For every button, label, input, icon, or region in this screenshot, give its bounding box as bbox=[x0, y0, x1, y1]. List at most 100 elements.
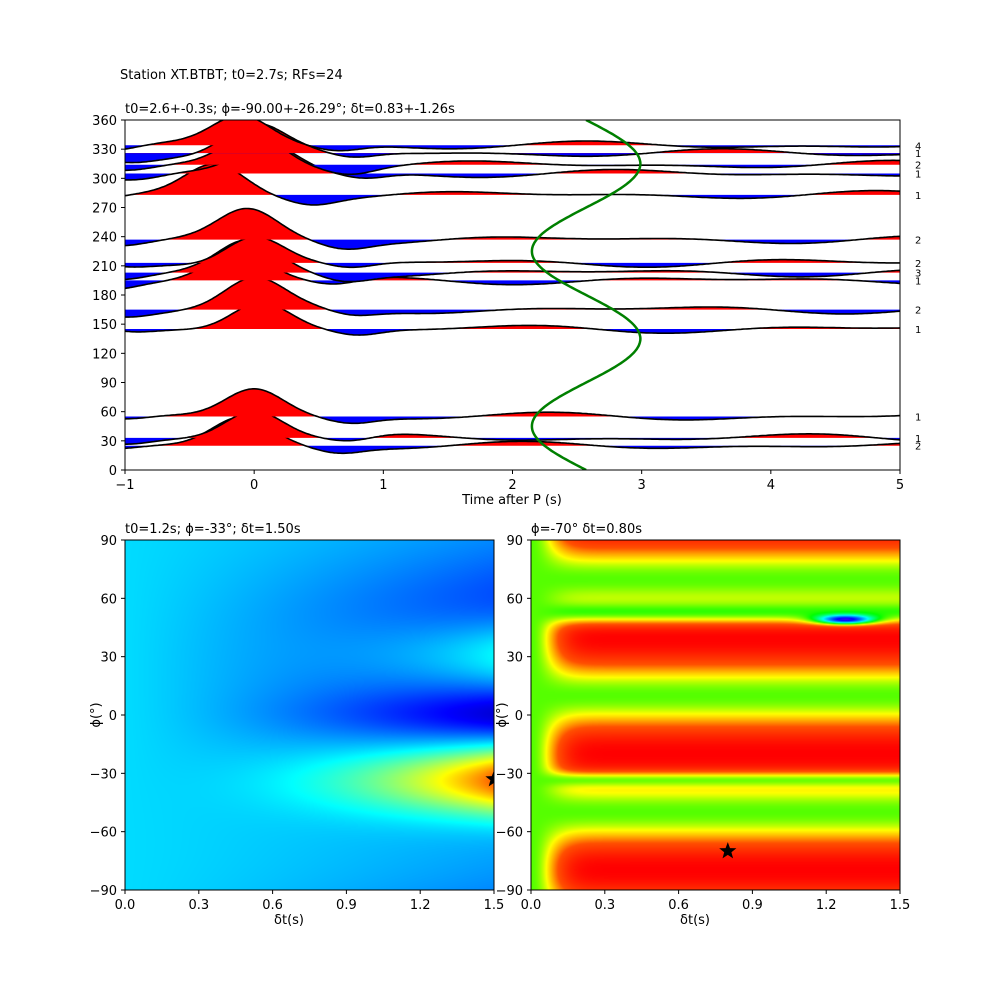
right-y-axis-label: ϕ(°) bbox=[495, 702, 510, 727]
trace-count-label: 1 bbox=[915, 276, 921, 287]
trace-count-label: 1 bbox=[915, 325, 921, 336]
trace-positive-fill bbox=[125, 277, 900, 310]
right-y-tick-label: 90 bbox=[506, 534, 523, 549]
trace-count-label: 2 bbox=[915, 442, 921, 453]
left-y-tick-label: 90 bbox=[100, 534, 117, 549]
top-y-tick-label: 0 bbox=[109, 464, 117, 479]
left-x-tick-label: 1.2 bbox=[410, 898, 431, 913]
trace-positive-fill bbox=[125, 388, 900, 417]
energy-map-left-panel: t0=1.2s; ϕ=-33°; δt=1.50s 0.0 0.3 0.6 0.9 1.… bbox=[89, 522, 504, 928]
right-x-tick-label: 0.6 bbox=[668, 898, 689, 913]
top-y-tick-label: 120 bbox=[92, 347, 117, 362]
left-x-tick-label: 0.9 bbox=[336, 898, 357, 913]
top-x-tick-label: 4 bbox=[767, 478, 775, 493]
trace-count-label: 1 bbox=[915, 413, 921, 424]
trace-negative-fill bbox=[125, 329, 900, 336]
top-y-tick-label: 210 bbox=[92, 260, 117, 275]
top-x-tick-label: 2 bbox=[508, 478, 516, 493]
left-x-tick-label: 0.3 bbox=[188, 898, 209, 913]
trace-count-label: 3 bbox=[915, 269, 921, 280]
trace-negative-fill bbox=[125, 309, 900, 318]
receiver-function-panel: t0=2.6+-0.3s; ϕ=-90.00+-26.29°; δt=0.83+… bbox=[92, 102, 921, 508]
trace-negative-fill bbox=[125, 239, 900, 250]
top-y-tick-label: 180 bbox=[92, 289, 117, 304]
right-x-tick-label: 0.9 bbox=[742, 898, 763, 913]
top-x-tick-label: 5 bbox=[896, 478, 904, 493]
right-x-tick-label: 1.2 bbox=[816, 898, 837, 913]
left-ticks: 0.0 0.3 0.6 0.9 1.2 1.5 −90 −60 −30 0 30 60 90 bbox=[90, 534, 505, 913]
right-heatmap bbox=[531, 540, 900, 890]
top-y-tick-label: 90 bbox=[100, 377, 117, 392]
right-best-marker bbox=[719, 842, 737, 859]
figure-suptitle: Station XT.BTBT; t0=2.7s; RFs=24 bbox=[120, 68, 343, 83]
trace-line bbox=[125, 207, 900, 250]
trace-count-label: 4 bbox=[915, 141, 921, 152]
left-y-tick-label: −30 bbox=[90, 767, 117, 782]
left-x-tick-label: 0.6 bbox=[262, 898, 283, 913]
trace-line bbox=[125, 120, 900, 152]
right-panel-title: ϕ=-70° δt=0.80s bbox=[531, 522, 642, 537]
left-y-tick-label: 30 bbox=[100, 651, 117, 666]
right-y-tick-label: −30 bbox=[496, 767, 523, 782]
top-y-tick-label: 330 bbox=[92, 143, 117, 158]
top-y-tick-label: 150 bbox=[92, 318, 117, 333]
trace-positive-fill bbox=[125, 237, 900, 263]
trace-line bbox=[125, 388, 900, 425]
right-y-tick-label: 30 bbox=[506, 651, 523, 666]
top-panel-title: t0=2.6+-0.3s; ϕ=-90.00+-26.29°; δt=0.83+… bbox=[125, 102, 455, 117]
trace-negative-fill bbox=[125, 164, 900, 175]
left-x-axis-label: δt(s) bbox=[274, 913, 304, 928]
t0-curve bbox=[530, 120, 642, 470]
right-ticks: 0.0 0.3 0.6 0.9 1.2 1.5 −90 −60 −30 0 30 60 90 bbox=[496, 534, 911, 913]
trace-count-label: 2 bbox=[915, 306, 921, 317]
right-x-tick-label: 0.0 bbox=[521, 898, 542, 913]
trace-positive-fill bbox=[125, 208, 900, 240]
left-y-tick-label: −60 bbox=[90, 826, 117, 841]
trace-count-label: 1 bbox=[915, 434, 921, 445]
top-x-tick-label: −1 bbox=[115, 478, 134, 493]
top-y-tick-label: 60 bbox=[100, 406, 117, 421]
top-y-tick-label: 240 bbox=[92, 231, 117, 246]
trace-positive-fill bbox=[125, 411, 900, 438]
trace-positive-fill bbox=[125, 251, 900, 281]
top-x-tick-label: 1 bbox=[379, 478, 387, 493]
left-best-marker bbox=[485, 770, 494, 787]
left-x-tick-label: 0.0 bbox=[115, 898, 136, 913]
energy-map-right-panel: ϕ=-70° δt=0.80s 0.0 0.3 0.6 0.9 1.2 1.5 −90 −60… bbox=[495, 522, 910, 928]
right-x-tick-label: 1.5 bbox=[890, 898, 911, 913]
top-x-tick-label: 0 bbox=[250, 478, 258, 493]
trace-negative-fill bbox=[125, 416, 900, 424]
top-y-tick-label: 360 bbox=[92, 114, 117, 129]
top-ticks: −1 0 1 2 3 4 503060901201501802102402703003303… bbox=[92, 114, 904, 493]
trace-positive-fill bbox=[125, 417, 900, 446]
trace-negative-fill bbox=[125, 437, 900, 445]
trace-count-label: 2 bbox=[915, 236, 921, 247]
right-y-tick-label: 60 bbox=[506, 592, 523, 607]
top-y-tick-label: 270 bbox=[92, 202, 117, 217]
top-x-axis-label: Time after P (s) bbox=[461, 493, 562, 508]
trace-count-label: 2 bbox=[915, 161, 921, 172]
trace-count-label: 2 bbox=[915, 259, 921, 270]
top-y-tick-label: 300 bbox=[92, 172, 117, 187]
trace-layer bbox=[125, 120, 900, 470]
left-y-axis-label: ϕ(°) bbox=[89, 702, 104, 727]
left-y-tick-label: −90 bbox=[90, 884, 117, 899]
trace-positive-fill bbox=[125, 302, 900, 330]
top-x-tick-label: 3 bbox=[638, 478, 646, 493]
trace-count-label: 1 bbox=[915, 149, 921, 160]
left-y-tick-label: 60 bbox=[100, 592, 117, 607]
left-panel-title: t0=1.2s; ϕ=-33°; δt=1.50s bbox=[125, 522, 301, 537]
left-heatmap bbox=[125, 540, 494, 890]
best-fit-star-icon bbox=[719, 842, 737, 859]
left-y-tick-label: 0 bbox=[109, 709, 117, 724]
trace-positive-fill bbox=[125, 164, 900, 195]
right-y-tick-label: −90 bbox=[496, 884, 523, 899]
right-y-tick-label: 0 bbox=[515, 709, 523, 724]
right-x-tick-label: 0.3 bbox=[594, 898, 615, 913]
trace-count-label: 1 bbox=[915, 191, 921, 202]
trace-count-label: 1 bbox=[915, 169, 921, 180]
left-x-tick-label: 1.5 bbox=[484, 898, 505, 913]
trace-negative-fill bbox=[125, 445, 900, 454]
